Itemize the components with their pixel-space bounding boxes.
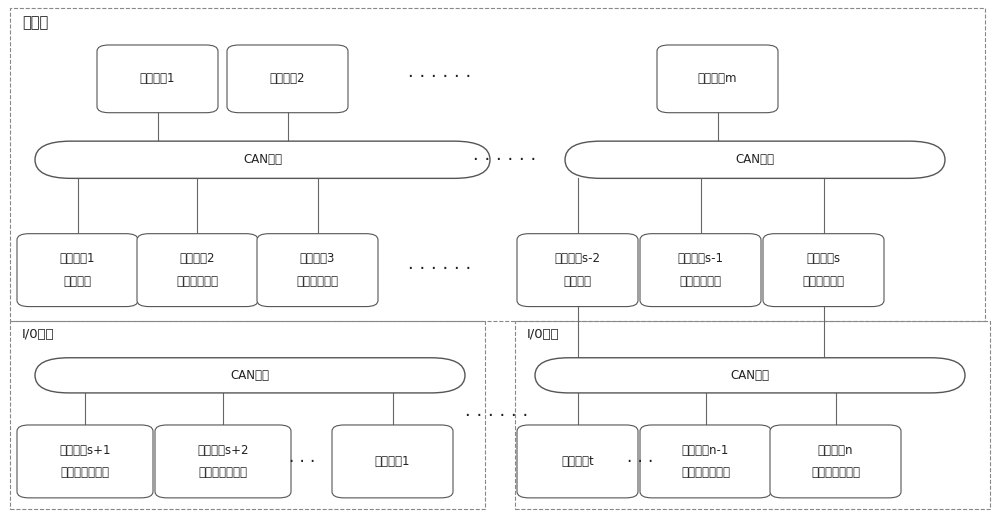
Text: 主数字量输入: 主数字量输入: [680, 275, 722, 288]
FancyBboxPatch shape: [657, 45, 778, 113]
Text: 主干网: 主干网: [22, 16, 48, 31]
Text: 底层模块1: 底层模块1: [60, 252, 95, 265]
Text: 主数字量输出: 主数字量输出: [296, 275, 338, 288]
FancyBboxPatch shape: [227, 45, 348, 113]
Text: 底层模块n: 底层模块n: [818, 444, 853, 457]
Text: CAN总线: CAN总线: [735, 153, 774, 166]
FancyBboxPatch shape: [35, 358, 465, 393]
Text: CAN总线: CAN总线: [730, 369, 770, 382]
Text: · · · · · ·: · · · · · ·: [408, 260, 472, 278]
FancyBboxPatch shape: [517, 425, 638, 498]
Bar: [10, 8, 985, 321]
FancyBboxPatch shape: [770, 425, 901, 498]
Text: 底层模块s+1: 底层模块s+1: [59, 444, 111, 457]
Text: 显示模块m: 显示模块m: [698, 72, 737, 85]
FancyBboxPatch shape: [257, 234, 378, 307]
FancyBboxPatch shape: [17, 425, 153, 498]
Text: I/0子网: I/0子网: [22, 328, 55, 341]
Text: CAN总线: CAN总线: [230, 369, 270, 382]
Text: · · ·: · · ·: [289, 453, 315, 470]
Text: 数字量输入扩展: 数字量输入扩展: [681, 466, 730, 479]
Text: CAN总线: CAN总线: [243, 153, 282, 166]
Text: · · ·: · · ·: [627, 453, 653, 470]
FancyBboxPatch shape: [565, 141, 945, 178]
Bar: [10, 321, 485, 509]
FancyBboxPatch shape: [17, 234, 138, 307]
FancyBboxPatch shape: [155, 425, 291, 498]
Text: 底层模块s: 底层模块s: [806, 252, 841, 265]
Text: · · · · · ·: · · · · · ·: [408, 68, 472, 85]
FancyBboxPatch shape: [517, 234, 638, 307]
Text: 底层模块3: 底层模块3: [300, 252, 335, 265]
Text: 底层模块s+2: 底层模块s+2: [197, 444, 249, 457]
Text: 底层模块s-1: 底层模块s-1: [678, 252, 724, 265]
Text: 电源模块: 电源模块: [64, 275, 92, 288]
FancyBboxPatch shape: [35, 141, 490, 178]
Text: · · · · · ·: · · · · · ·: [465, 407, 529, 425]
Text: 网络模块t: 网络模块t: [561, 455, 594, 468]
Text: 脉冲识别模块: 脉冲识别模块: [176, 275, 218, 288]
Text: 模拟量输入扩展: 模拟量输入扩展: [60, 466, 109, 479]
FancyBboxPatch shape: [640, 234, 761, 307]
Text: 显示模块1: 显示模块1: [140, 72, 175, 85]
Text: 数字量输出扩展: 数字量输出扩展: [811, 466, 860, 479]
Text: 显示模块2: 显示模块2: [270, 72, 305, 85]
FancyBboxPatch shape: [763, 234, 884, 307]
Text: I/0子网: I/0子网: [527, 328, 560, 341]
Text: 网关模块: 网关模块: [564, 275, 592, 288]
Text: 底层模块n-1: 底层模块n-1: [682, 444, 729, 457]
FancyBboxPatch shape: [640, 425, 771, 498]
FancyBboxPatch shape: [137, 234, 258, 307]
Bar: [515, 321, 990, 509]
Text: 主模拟量输入: 主模拟量输入: [802, 275, 844, 288]
Text: · · · · · ·: · · · · · ·: [473, 151, 537, 169]
Text: 底层模块s-2: 底层模块s-2: [554, 252, 600, 265]
FancyBboxPatch shape: [97, 45, 218, 113]
FancyBboxPatch shape: [535, 358, 965, 393]
FancyBboxPatch shape: [332, 425, 453, 498]
Text: 底层模块2: 底层模块2: [180, 252, 215, 265]
Text: 数字量输入扩展: 数字量输入扩展: [198, 466, 248, 479]
Text: 网络模块1: 网络模块1: [375, 455, 410, 468]
